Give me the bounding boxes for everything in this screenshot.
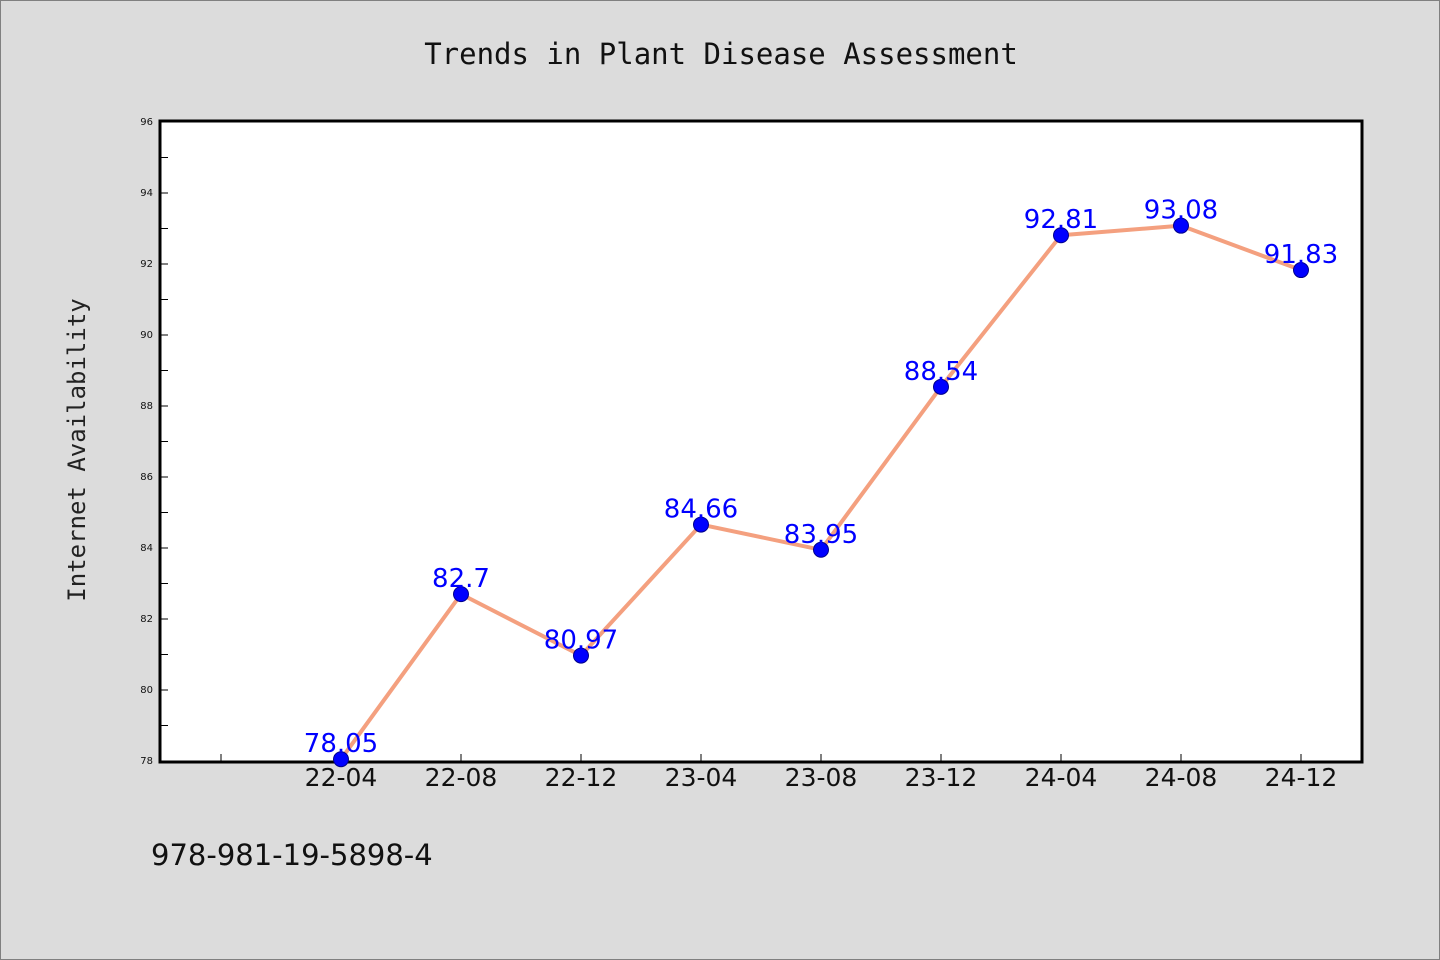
footer-code: 978-981-19-5898-4 [151,838,433,872]
data-label: 84.66 [664,495,738,525]
x-tick-label: 22-04 [305,763,378,792]
x-tick-label: 24-04 [1025,763,1098,792]
y-tick-label: 82 [140,614,153,625]
x-tick-label: 22-08 [425,763,498,792]
y-tick-label: 90 [140,330,153,341]
x-tick-label: 24-08 [1145,763,1218,792]
y-tick-label: 92 [140,259,153,270]
data-point [1173,217,1189,234]
data-point [933,378,949,395]
data-label: 83.95 [784,520,858,550]
data-point [1053,227,1069,244]
data-label: 91.83 [1264,240,1338,270]
y-tick-label: 96 [140,117,153,128]
data-point [693,516,709,533]
y-axis-label: Internet Availability [63,298,91,601]
data-label: 88.54 [904,357,978,387]
series-layer [333,217,1309,768]
x-tick-label: 24-12 [1265,763,1338,792]
axis-ticks: 78 80 82 84 86 88 90 92 94 96 22-04 22-08 22-12 23-04… [140,117,1337,792]
y-tick-label: 84 [140,543,153,554]
x-tick-label: 22-12 [545,763,618,792]
x-tick-label: 23-08 [785,763,858,792]
x-tick-label: 23-12 [905,763,978,792]
data-label: 82.7 [432,564,490,594]
data-point [333,751,349,768]
data-label: 92.81 [1024,205,1098,235]
data-label: 93.08 [1144,196,1218,226]
data-labels: 78.05 82.7 80.97 84.66 83.95 88.54 92.81 93.08 9… [304,196,1338,760]
y-tick-label: 94 [140,188,153,199]
y-tick-label: 88 [140,401,153,412]
data-point [1293,262,1309,279]
data-label: 80.97 [544,626,618,656]
y-tick-label: 86 [140,472,153,483]
data-point [573,647,589,664]
y-tick-label: 78 [140,756,153,767]
data-label: 78.05 [304,729,378,759]
data-point [813,541,829,558]
chart-title: Trends in Plant Disease Assessment [424,37,1018,71]
y-tick-label: 80 [140,685,153,696]
x-tick-label: 23-04 [665,763,738,792]
data-point [453,586,469,603]
